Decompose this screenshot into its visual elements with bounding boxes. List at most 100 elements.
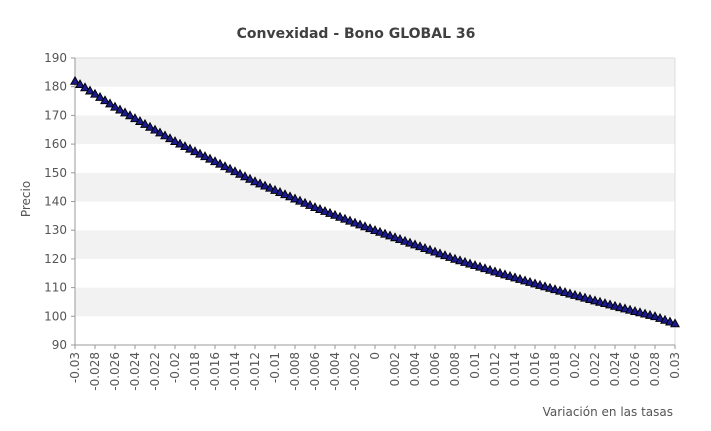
y-tick-label: 150: [44, 166, 67, 180]
data-point-marker: [120, 107, 130, 117]
data-point-marker: [485, 264, 495, 274]
y-tick-label: 180: [44, 80, 67, 94]
data-point-marker: [100, 95, 110, 105]
x-tick-label: 0.024: [608, 352, 622, 386]
data-point-marker: [350, 217, 360, 227]
data-point-marker: [335, 211, 345, 221]
x-tick-label: 0.026: [628, 352, 642, 386]
x-tick-label: -0.018: [188, 352, 202, 391]
x-tick-label: 0.006: [428, 352, 442, 386]
x-tick-label: -0.008: [288, 352, 302, 391]
data-point-marker: [355, 219, 365, 229]
data-point-marker: [525, 276, 535, 286]
x-tick-label: -0.026: [108, 352, 122, 391]
x-tick-label: -0.01: [268, 352, 282, 383]
data-point-marker: [415, 241, 425, 251]
x-tick-label: -0.004: [328, 352, 342, 391]
x-tick-label: 0.008: [448, 352, 462, 386]
grid-bands: [75, 58, 675, 345]
grid-band: [75, 144, 675, 173]
x-tick-label: -0.028: [88, 352, 102, 391]
data-point-marker: [345, 215, 355, 225]
data-point-marker: [240, 171, 250, 181]
data-point-marker: [455, 255, 465, 265]
grid-band: [75, 58, 675, 87]
data-point-marker: [440, 250, 450, 260]
data-point-marker: [170, 136, 180, 146]
data-point-marker: [185, 143, 195, 153]
data-point-marker: [210, 156, 220, 166]
data-point-marker: [230, 166, 240, 176]
data-point-marker: [255, 178, 265, 188]
data-point-marker: [395, 234, 405, 243]
data-point-marker: [90, 88, 100, 98]
data-point-marker: [520, 275, 530, 285]
data-point-marker: [95, 91, 105, 101]
series-group: [70, 75, 680, 328]
y-axis-ticks: 90 100 110 120 130 140 150 160 170 180 190: [44, 51, 75, 352]
data-point-marker: [370, 225, 380, 235]
data-point-marker: [505, 270, 515, 280]
x-tick-label: 0.016: [528, 352, 542, 386]
x-tick-label: -0.02: [168, 352, 182, 383]
data-point-marker: [310, 202, 320, 212]
data-point-marker: [390, 232, 400, 242]
data-point-marker: [475, 261, 485, 271]
data-point-marker: [115, 104, 125, 114]
data-point-marker: [325, 207, 335, 217]
data-point-marker: [245, 173, 255, 183]
data-point-marker: [425, 244, 435, 254]
data-point-marker: [450, 253, 460, 263]
data-point-marker: [510, 272, 520, 282]
data-point-marker: [410, 239, 420, 249]
data-point-marker: [420, 243, 430, 252]
data-point-marker: [125, 110, 135, 120]
data-point-marker: [150, 124, 160, 134]
data-point-marker: [165, 133, 175, 143]
data-point-marker: [235, 168, 245, 178]
data-point-marker: [465, 258, 475, 268]
data-point-marker: [530, 278, 540, 288]
data-point-marker: [145, 121, 155, 131]
data-point-marker: [445, 251, 455, 261]
x-tick-label: -0.012: [248, 352, 262, 391]
y-tick-label: 90: [52, 338, 67, 352]
data-point-marker: [85, 85, 95, 95]
y-tick-label: 100: [44, 309, 67, 323]
data-point-marker: [130, 113, 140, 123]
data-point-marker: [515, 273, 525, 283]
data-point-marker: [460, 256, 470, 266]
x-tick-label: 0.03: [668, 352, 682, 379]
data-point-marker: [300, 197, 310, 207]
data-point-marker: [435, 248, 445, 258]
data-point-marker: [360, 221, 370, 231]
data-point-marker: [220, 161, 230, 171]
data-point-marker: [190, 146, 200, 156]
data-point-marker: [430, 246, 440, 256]
y-tick-label: 130: [44, 223, 67, 237]
x-axis-ticks: -0.03 -0.028 -0.026 -0.024 -0.022 -0.02 -0.018…: [68, 345, 682, 391]
data-point-marker: [260, 180, 270, 190]
data-point-marker: [305, 199, 315, 209]
data-point-marker: [365, 223, 375, 233]
data-point-marker: [340, 213, 350, 223]
data-point-marker: [295, 195, 305, 205]
data-point-marker: [225, 163, 235, 173]
data-point-marker: [480, 263, 490, 273]
data-point-marker: [75, 79, 85, 88]
data-point-marker: [400, 235, 410, 245]
data-point-marker: [535, 279, 545, 289]
x-tick-label: 0.012: [488, 352, 502, 386]
data-point-marker: [660, 314, 670, 324]
x-tick-label: 0.01: [468, 352, 482, 379]
data-point-marker: [565, 288, 575, 298]
y-tick-label: 140: [44, 195, 67, 209]
data-point-marker: [175, 138, 185, 148]
x-tick-label: 0.004: [408, 352, 422, 386]
grid-band: [75, 230, 675, 259]
x-tick-label: 0.02: [568, 352, 582, 379]
data-point-marker: [155, 127, 165, 137]
grid-band: [75, 258, 675, 288]
y-tick-label: 120: [44, 252, 67, 266]
